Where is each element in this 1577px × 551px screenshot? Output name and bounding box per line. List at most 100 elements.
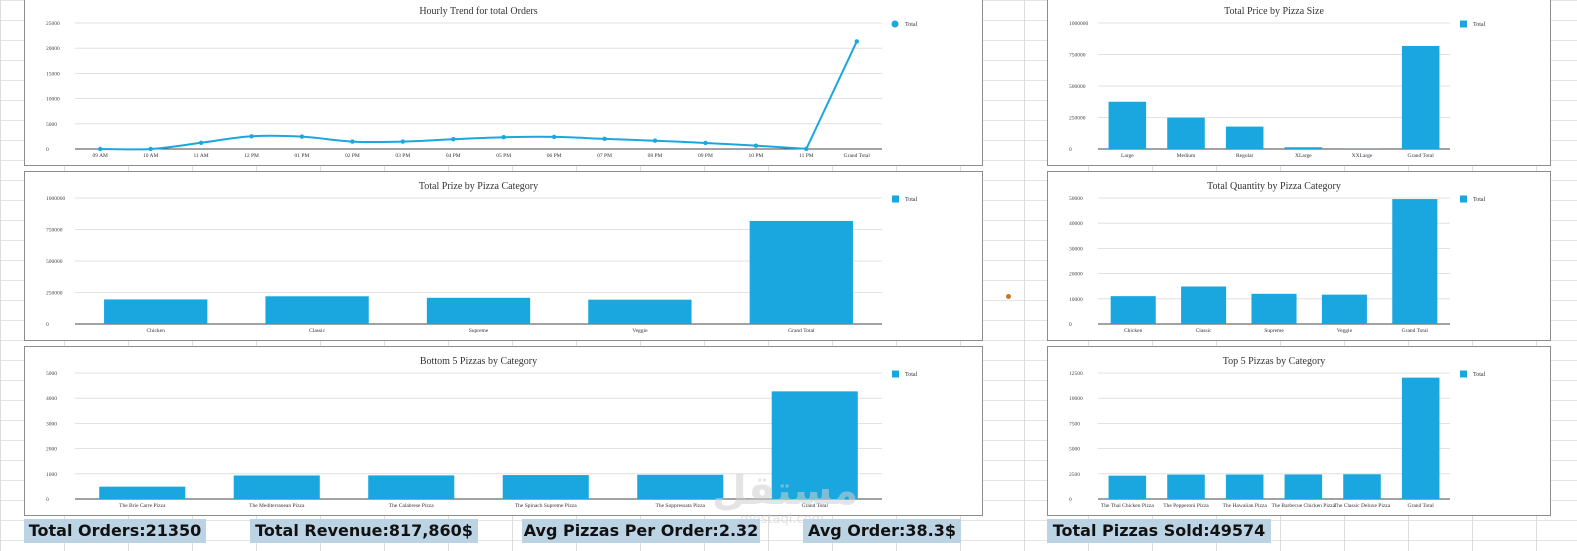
y-tick-label: 25000 (46, 21, 60, 27)
x-tick-label: The Spinach Supreme Pizza (515, 503, 577, 509)
y-tick-label: 10000 (1069, 297, 1083, 303)
y-tick-label: 5000 (46, 371, 57, 377)
y-tick-label: 15000 (46, 71, 60, 77)
chart-panel-hourly-trend[interactable]: Hourly Trend for total Orders 0 5000 10000 1… (24, 0, 983, 166)
x-tick-label: 01 PM (295, 153, 310, 159)
watermark-logo: مستقل (712, 468, 859, 514)
y-tick-label: 40000 (1069, 221, 1083, 227)
chart-panel-top5[interactable]: Top 5 Pizzas by Category 0 2500 5000 7500 100… (1047, 346, 1551, 516)
x-tick-label: 10 AM (143, 153, 159, 159)
y-tick-label: 1000000 (46, 196, 66, 202)
x-tick-label: Medium (1177, 153, 1196, 159)
legend-label: Total (1473, 197, 1486, 203)
x-tick-label: 07 PM (597, 153, 612, 159)
y-tick-label: 20000 (46, 46, 60, 52)
data-point (854, 39, 859, 44)
x-tick-label: Veggie (1337, 328, 1353, 334)
y-tick-label: 500000 (1069, 84, 1086, 90)
x-tick-label: The Pepperoni Pizza (1163, 503, 1209, 509)
chart-title: Total Quantity by Pizza Category (1207, 181, 1341, 192)
bar (426, 297, 531, 324)
chart-title: Bottom 5 Pizzas by Category (420, 356, 537, 367)
kpi-avg-pizzas-per-order[interactable]: Avg Pizzas Per Order:2.32 (522, 519, 760, 543)
y-tick-label: 250000 (1069, 116, 1086, 122)
x-tick-label: Grand Total (788, 328, 815, 334)
legend-marker (892, 195, 899, 203)
x-tick-label: The Brie Carre Pizza (119, 503, 166, 509)
quantity-by-category-chart: Total Quantity by Pizza Category 0 10000 20… (1069, 181, 1486, 334)
y-tick-label: 1000000 (1069, 21, 1089, 27)
bar (1284, 474, 1323, 499)
x-tick-label: 05 PM (496, 153, 511, 159)
legend-label: Total (905, 197, 918, 203)
x-tick-label: The Hawaiian Pizza (1223, 503, 1268, 509)
data-point (703, 140, 708, 146)
bar (1110, 296, 1156, 324)
x-tick-label: Grand Total (1408, 153, 1435, 159)
legend-label: Total (1473, 372, 1486, 378)
kpi-total-revenue[interactable]: Total Revenue:817,860$ (250, 519, 478, 543)
bar (502, 475, 589, 499)
chart-title: Top 5 Pizzas by Category (1223, 356, 1326, 367)
x-tick-label: 12 PM (244, 153, 259, 159)
bar (99, 486, 186, 499)
data-point (198, 140, 204, 145)
chart-title: Total Prize by Pizza Category (419, 181, 538, 192)
bar (1401, 377, 1440, 499)
x-tick-label: Large (1121, 153, 1134, 159)
data-point (602, 136, 607, 142)
x-tick-label: 11 PM (799, 153, 814, 159)
chart-panel-price-by-size[interactable]: Total Price by Pizza Size 0 250000 500000 75… (1047, 0, 1551, 166)
x-tick-label: Classic (1196, 328, 1212, 334)
chart-panel-price-by-category[interactable]: Total Prize by Pizza Category 0 250000 5000… (24, 171, 983, 341)
y-tick-label: 0 (1069, 147, 1072, 153)
bar (1251, 293, 1297, 324)
x-tick-label: The Calabrese Pizza (389, 503, 434, 509)
kpi-total-pizzas-sold[interactable]: Total Pizzas Sold:49574 (1047, 519, 1271, 543)
top5-chart: Top 5 Pizzas by Category 0 2500 5000 7500 100… (1069, 356, 1486, 509)
bar (1167, 474, 1205, 499)
x-tick-label: Supreme (469, 328, 489, 334)
x-tick-label: Grand Total (1408, 503, 1435, 509)
x-tick-label: Supreme (1264, 328, 1284, 334)
series-line (100, 40, 858, 151)
chart-panel-bottom5[interactable]: Bottom 5 Pizzas by Category 0 1000 2000 3000… (24, 346, 983, 516)
y-tick-label: 12500 (1069, 371, 1083, 377)
data-point (148, 146, 153, 152)
x-tick-label: Chicken (147, 328, 166, 334)
legend-label: Total (905, 22, 918, 28)
chart-panel-quantity-by-category[interactable]: Total Quantity by Pizza Category 0 10000 20… (1047, 171, 1551, 341)
kpi-avg-order[interactable]: Avg Order:38.3$ (803, 519, 961, 543)
y-tick-label: 10000 (46, 97, 60, 103)
bar (771, 391, 858, 499)
kpi-total-orders[interactable]: Total Orders:21350 (24, 519, 206, 543)
x-tick-label: 11 AM (193, 153, 208, 159)
x-tick-label: The Soppressata Pizza (656, 503, 706, 509)
data-point (350, 139, 355, 144)
x-tick-label: Grand Total (1402, 328, 1429, 334)
x-tick-label: Grand Total (802, 503, 829, 509)
bar (1108, 475, 1147, 499)
legend-marker (1460, 20, 1467, 28)
cell-marker-dot (1006, 294, 1011, 299)
bar (1167, 117, 1205, 149)
bar (265, 296, 369, 324)
y-tick-label: 2500 (1069, 472, 1080, 478)
x-tick-label: 02 PM (345, 153, 360, 159)
y-tick-label: 0 (1069, 322, 1072, 328)
y-tick-label: 5000 (46, 122, 57, 128)
y-tick-label: 3000 (46, 421, 57, 427)
legend-marker (1460, 195, 1467, 203)
y-tick-label: 0 (46, 497, 49, 503)
y-tick-label: 10000 (1069, 396, 1083, 402)
chart-title: Hourly Trend for total Orders (419, 6, 537, 17)
legend-label: Total (1473, 22, 1486, 28)
bar (637, 474, 724, 499)
bottom5-chart: Bottom 5 Pizzas by Category 0 1000 2000 3000… (46, 356, 918, 509)
y-tick-label: 0 (46, 147, 49, 153)
bar (749, 220, 853, 324)
x-tick-label: Veggie (632, 328, 648, 334)
y-tick-label: 50000 (1069, 196, 1083, 202)
bar (1401, 45, 1440, 149)
bar (1284, 147, 1323, 149)
